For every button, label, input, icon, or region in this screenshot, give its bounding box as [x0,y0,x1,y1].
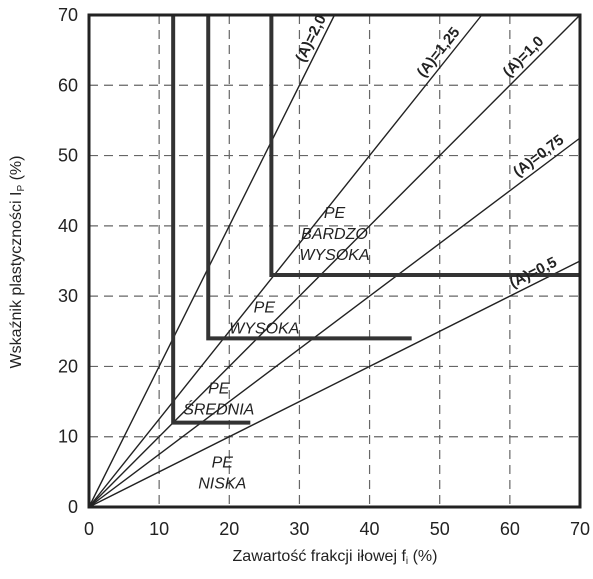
activity-line [88,260,581,508]
zone-boundary-line [206,15,412,341]
grid [89,15,580,507]
plot-frame [87,13,582,509]
y-tick-label: 40 [58,216,78,236]
activity-line [88,14,336,508]
x-axis-title: Zawartość frakcji iłowej fi (%) [233,548,438,567]
y-tick-label: 30 [58,286,78,306]
activity-line [88,14,483,508]
zone-label: NISKA [198,475,246,492]
x-tick-label: 20 [219,519,239,539]
activity-line [88,14,581,508]
x-tick-label: 10 [149,519,169,539]
x-tick-label: 30 [289,519,309,539]
x-tick-label: 50 [430,519,450,539]
y-axis-title: Wskaźnik plastyczności IP (%) [8,156,27,369]
zone-label: PE [324,205,346,222]
x-tick-label: 70 [570,519,590,539]
activity-line-label: (A)=2,0 [292,12,330,65]
x-tick-labels: 0 10 20 30 40 50 60 70 [84,519,590,539]
zone-label: PE [212,454,234,471]
x-tick-label: 40 [360,519,380,539]
y-tick-label: 50 [58,146,78,166]
zone-label: WYSOKA [299,247,369,264]
x-tick-label: 0 [84,519,94,539]
zone-label: WYSOKA [229,321,299,338]
y-tick-label: 60 [58,75,78,95]
zone-boundary-line [269,15,580,278]
y-tick-labels: 0 10 20 30 40 50 60 70 [58,5,78,517]
y-tick-label: 0 [68,497,78,517]
x-tick-label: 60 [500,519,520,539]
y-tick-label: 10 [58,427,78,447]
zone-label: PE [208,381,230,398]
zone-label: ŚREDNIA [183,400,254,419]
zone-label: PE [254,300,276,317]
activity-line [88,137,581,508]
activity-line-label: (A)=1,25 [414,24,464,81]
zone-labels: PE NISKA PE ŚREDNIA PE WYSOKA PE BARDZO WYSOKA [183,205,369,492]
y-tick-label: 20 [58,356,78,376]
y-tick-label: 70 [58,5,78,25]
activity-line-label: (A)=1,0 [500,33,548,81]
zone-boundaries [171,15,580,425]
zone-label: BARDZO [301,226,368,243]
zone-boundary-line [171,15,251,425]
activity-line-label: (A)=0,5 [507,254,560,292]
activity-lines [88,14,581,508]
